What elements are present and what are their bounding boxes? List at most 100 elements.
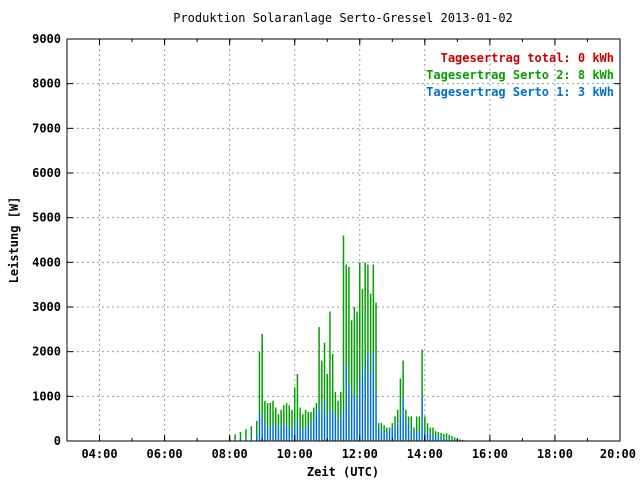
bar-segment-series-2 [437, 432, 440, 437]
bar-segment-series-1 [375, 391, 377, 441]
bar-segment-series-1 [396, 423, 399, 441]
bar-segment-series-1 [350, 391, 353, 441]
bar-segment-series-1 [407, 423, 410, 441]
bar-segment-series-2 [426, 423, 429, 433]
bar-segment-series-2 [274, 407, 277, 426]
bar-segment-series-2 [304, 409, 307, 428]
x-tick-label: 08:00 [212, 447, 248, 461]
y-tick-label: 3000 [32, 300, 61, 314]
bar-segment-series-2 [310, 411, 312, 424]
bar-segment-series-1 [334, 414, 337, 441]
bar-segment-series-2 [391, 423, 394, 428]
bar-segment-series-1 [359, 382, 361, 441]
y-tick-label: 7000 [32, 121, 61, 135]
bar-segment-series-2 [291, 409, 293, 430]
bar-segment-series-2 [277, 414, 280, 428]
bar-segment-series-2 [372, 264, 375, 352]
x-tick-label: 20:00 [600, 447, 636, 461]
bar-segment-series-1 [410, 429, 413, 441]
bar-segment-series-2 [367, 264, 369, 352]
bar-segment-series-2 [245, 429, 247, 439]
bar-segment-series-1 [288, 427, 291, 441]
bar-segment-series-1 [448, 439, 450, 441]
bar-segment-series-1 [272, 423, 274, 441]
bar-segment-series-2 [350, 320, 353, 392]
bar-segment-series-1 [386, 432, 388, 441]
legend: Tagesertrag total: 0 kWh Tagesertrag Sert… [426, 51, 614, 99]
bar-segment-series-2 [307, 411, 310, 426]
bar-segment-series-2 [413, 427, 415, 433]
bar-segment-series-2 [364, 262, 366, 361]
bar-segment-series-2 [234, 434, 236, 440]
bar-segment-series-1 [329, 409, 331, 441]
bar-segment-series-2 [340, 391, 342, 419]
bar-segment-series-2 [448, 434, 450, 440]
bar-segment-series-1 [445, 438, 448, 441]
bar-segment-series-1 [434, 435, 437, 441]
bar-segment-series-2 [434, 431, 437, 436]
bar-segment-series-1 [451, 439, 453, 441]
bar-segment-series-1 [367, 351, 369, 441]
bar-segment-series-2 [334, 391, 337, 415]
bar-segment-series-1 [321, 409, 323, 441]
bar-segment-series-1 [364, 360, 366, 441]
bar-segment-series-2 [405, 409, 407, 419]
bar-segment-series-2 [353, 307, 356, 397]
bar-segment-series-1 [312, 418, 315, 441]
bar-segment-series-1 [356, 400, 358, 441]
bar-segment-series-1 [250, 437, 253, 441]
bar-segment-series-1 [432, 434, 434, 441]
bar-segment-series-1 [307, 425, 310, 441]
bar-segment-series-2 [323, 342, 326, 401]
bar-segment-series-1 [266, 425, 269, 441]
bar-segment-series-2 [337, 400, 339, 419]
bar-segment-series-1 [261, 414, 263, 441]
bar-segment-series-1 [302, 429, 304, 441]
bar-segment-series-1 [277, 427, 280, 441]
bar-segment-series-2 [380, 423, 383, 430]
bar-segment-series-1 [310, 423, 312, 441]
bar-segment-series-1 [296, 418, 299, 441]
bar-segment-series-2 [418, 416, 421, 430]
bar-segment-series-2 [258, 351, 261, 412]
y-tick-label: 9000 [32, 32, 61, 46]
x-tick-label: 04:00 [81, 447, 117, 461]
bar-segment-series-1 [429, 434, 431, 441]
bar-segment-series-1 [264, 423, 266, 441]
bar-segment-series-1 [391, 427, 394, 441]
y-tick-label: 6000 [32, 166, 61, 180]
bar-segment-series-1 [291, 429, 293, 441]
x-tick-labels: 04:00 06:00 08:00 10:00 12:00 14:00 16:00 18:00… [81, 447, 636, 461]
bar-segment-series-2 [342, 235, 345, 410]
bar-segment-series-1 [258, 411, 261, 441]
bar-segment-series-1 [372, 351, 375, 441]
bar-segment-series-2 [432, 427, 434, 435]
bar-segment-series-1 [437, 436, 440, 441]
bar-segment-series-2 [388, 427, 391, 430]
bar-segment-series-2 [261, 333, 263, 415]
bar-segment-series-1 [369, 374, 372, 441]
bar-segment-series-2 [283, 405, 285, 424]
bar-segment-series-2 [250, 426, 253, 438]
bar-segment-series-2 [443, 433, 445, 439]
y-tick-label: 2000 [32, 345, 61, 359]
bar-segment-series-1 [239, 438, 242, 441]
bar-segment-series-2 [402, 360, 404, 397]
bar-segment-series-1 [323, 400, 326, 441]
y-tick-label: 4000 [32, 255, 61, 269]
bar-segment-series-1 [331, 411, 334, 441]
bar-segment-series-2 [272, 400, 274, 424]
bar-segment-series-2 [296, 374, 299, 419]
bar-segment-series-1 [315, 411, 318, 441]
bar-segment-series-1 [256, 436, 258, 441]
bar-segment-series-1 [299, 427, 301, 441]
bars [228, 235, 469, 442]
y-tick-label: 1000 [32, 389, 61, 403]
bar-segment-series-2 [331, 353, 334, 412]
bar-segment-series-2 [326, 374, 328, 417]
bar-segment-series-2 [239, 432, 242, 439]
bar-segment-series-1 [415, 432, 418, 441]
bar-segment-series-1 [326, 416, 328, 441]
bar-segment-series-1 [418, 429, 421, 441]
bar-segment-series-2 [293, 387, 296, 426]
